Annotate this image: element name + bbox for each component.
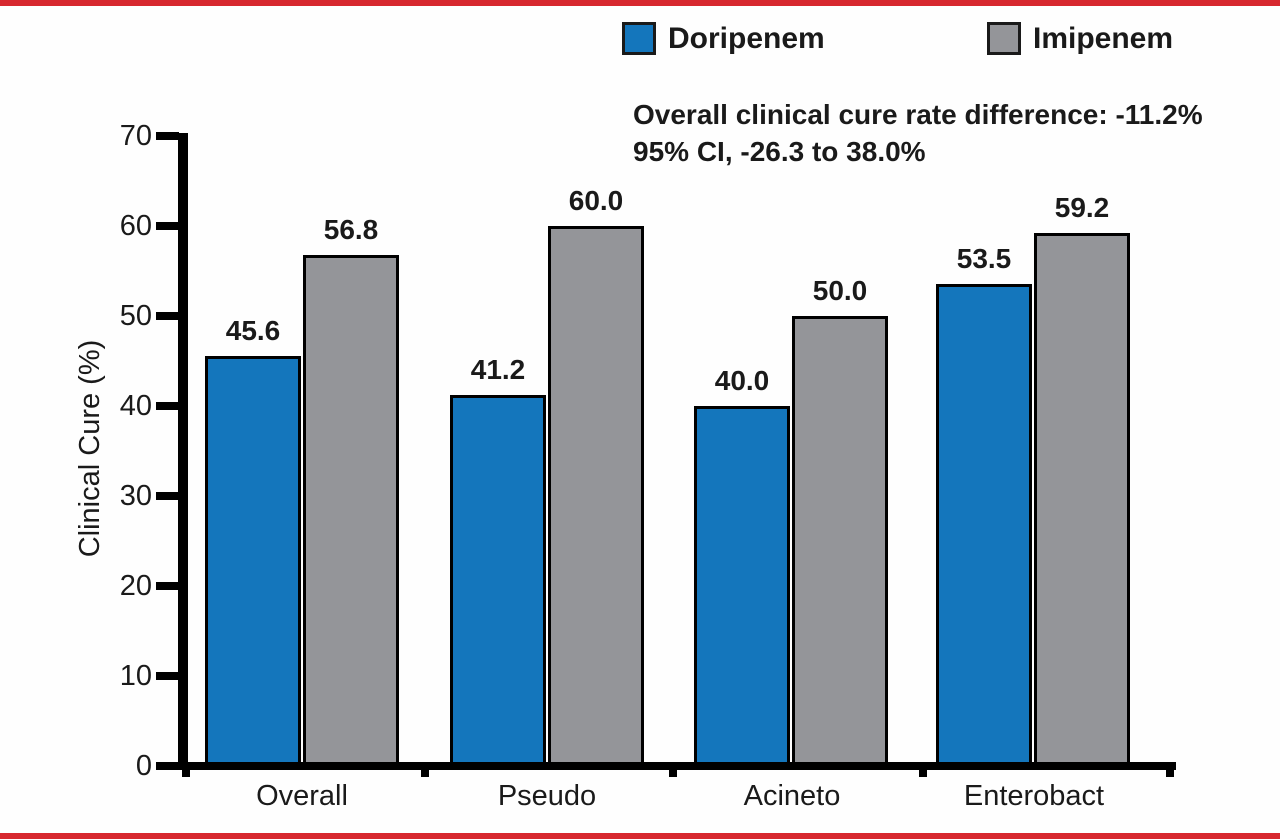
annotation-line-2: 95% CI, -26.3 to 38.0%	[633, 136, 926, 167]
imipenem-swatch	[987, 22, 1021, 55]
x-tick-0	[182, 762, 190, 777]
bar-value-imipenem-overall: 56.8	[323, 214, 379, 245]
y-tick-label-30: 30	[119, 480, 152, 512]
x-tick-3	[919, 762, 927, 777]
bar-imipenem-overall	[303, 255, 399, 766]
y-tick-label-10: 10	[119, 660, 152, 692]
y-tick-40	[156, 402, 179, 410]
x-tick-1	[421, 762, 429, 777]
doripenem-legend-label: Doripenem	[668, 22, 825, 55]
y-tick-label-50: 50	[119, 300, 152, 332]
bar-doripenem-pseudo	[450, 395, 546, 766]
y-tick-0	[156, 762, 179, 770]
category-label-pseudo: Pseudo	[497, 780, 597, 812]
bar-value-imipenem-enterobact: 59.2	[1054, 192, 1110, 223]
y-tick-label-0: 0	[135, 750, 152, 782]
category-label-enterobact: Enterobact	[963, 780, 1105, 812]
x-tick-4	[1166, 762, 1174, 777]
y-tick-label-40: 40	[119, 390, 152, 422]
top-red-border	[0, 0, 1280, 6]
y-tick-20	[156, 582, 179, 590]
y-tick-label-60: 60	[119, 210, 152, 242]
category-label-acineto: Acineto	[743, 780, 841, 812]
y-tick-70	[156, 132, 179, 140]
bar-value-imipenem-acineto: 50.0	[812, 275, 868, 306]
x-tick-2	[669, 762, 677, 777]
x-axis-line	[157, 762, 1176, 770]
y-tick-60	[156, 222, 179, 230]
bar-imipenem-acineto	[792, 316, 888, 766]
bar-doripenem-enterobact	[936, 284, 1032, 766]
bar-value-doripenem-pseudo: 41.2	[470, 354, 526, 385]
y-tick-30	[156, 492, 179, 500]
bar-imipenem-enterobact	[1034, 233, 1130, 766]
bar-value-doripenem-enterobact: 53.5	[956, 243, 1012, 274]
y-tick-10	[156, 672, 179, 680]
bar-value-doripenem-acineto: 40.0	[714, 365, 770, 396]
y-axis-title: Clinical Cure (%)	[74, 339, 106, 558]
y-tick-label-20: 20	[119, 570, 152, 602]
bottom-red-border	[0, 833, 1280, 839]
bar-doripenem-overall	[205, 356, 301, 766]
bar-doripenem-acineto	[694, 406, 790, 766]
category-label-overall: Overall	[256, 780, 348, 812]
bar-value-imipenem-pseudo: 60.0	[568, 185, 624, 216]
bar-imipenem-pseudo	[548, 226, 644, 766]
doripenem-swatch	[622, 22, 656, 55]
imipenem-legend-label: Imipenem	[1033, 22, 1174, 55]
y-tick-label-70: 70	[119, 120, 152, 152]
y-tick-50	[156, 312, 179, 320]
annotation: Overall clinical cure rate difference: -…	[633, 96, 1203, 170]
y-axis-line	[178, 133, 188, 770]
bar-value-doripenem-overall: 45.6	[225, 315, 281, 346]
annotation-line-1: Overall clinical cure rate difference: -…	[633, 99, 1203, 130]
